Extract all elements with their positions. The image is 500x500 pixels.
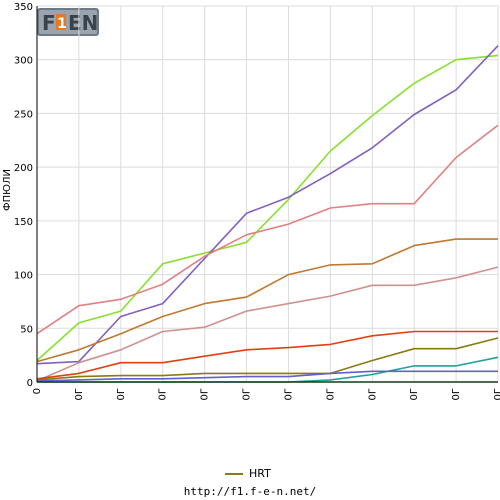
svg-text:EN: EN: [68, 11, 98, 35]
series-line-1: [36, 54, 499, 362]
series-line-7: [36, 337, 499, 381]
x-tick-label: 0Г: [283, 388, 294, 400]
x-tick-label: 0Г: [242, 388, 253, 400]
x-tick-label: 0Г: [367, 388, 378, 400]
y-tick-label: 50: [20, 324, 33, 335]
y-tick-label: 350: [14, 2, 33, 13]
series-line-4: [36, 238, 498, 363]
chart-tick-labels: 0 50 100 150 200 250 300 350 0 0Г 0Г 0Г 0Г 0Г 0Г 0Г 0Г 0Г…: [14, 2, 500, 400]
legend-swatch: [225, 472, 243, 475]
chart-grid: [36, 5, 499, 383]
x-tick-label: 0Г: [74, 388, 85, 400]
x-tick-label: 0: [32, 388, 43, 394]
y-tick-label: 0: [27, 378, 33, 389]
x-tick-label: 0Г: [409, 388, 420, 400]
svg-text:1: 1: [57, 16, 67, 32]
y-axis-title: ФПЮЛИ: [2, 169, 13, 211]
chart-axes: [36, 6, 498, 383]
x-tick-label: 0Г: [325, 388, 336, 400]
series-line-3: [36, 124, 499, 335]
x-tick-label: 0Г: [451, 388, 462, 400]
x-tick-label: 0Г: [158, 388, 169, 400]
series-line-9: [36, 370, 498, 382]
y-tick-label: 300: [14, 56, 33, 67]
chart-series: [36, 45, 499, 383]
series-line-6: [36, 330, 498, 380]
svg-text:F: F: [42, 11, 56, 35]
y-tick-label: 200: [14, 163, 33, 174]
y-tick-label: 150: [14, 217, 33, 228]
footer-url: http://f1.f-e-n.net/: [183, 485, 317, 498]
x-tick-label: 0Г: [116, 388, 127, 400]
series-line-2: [36, 45, 499, 365]
y-tick-label: 100: [14, 271, 33, 282]
x-tick-label: 0Г: [200, 388, 211, 400]
series-line-8: [37, 356, 499, 383]
legend-label: HRT: [249, 467, 271, 480]
y-tick-label: 250: [14, 109, 33, 120]
f1en-logo: F 1 EN: [37, 8, 99, 36]
chart-legend: HRT: [225, 467, 271, 480]
x-tick-label: 0Г: [493, 388, 500, 400]
series-line-5: [36, 266, 499, 382]
